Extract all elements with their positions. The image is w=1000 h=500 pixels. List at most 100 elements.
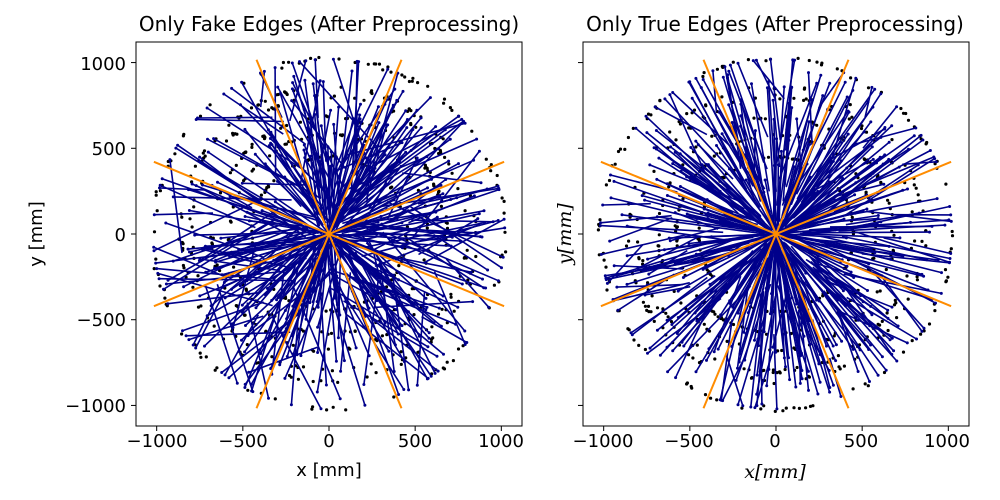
edge-segment: [311, 110, 332, 205]
sector-boundary-line: [153, 160, 505, 308]
edge-endpoint: [880, 355, 884, 359]
edge-endpoint: [800, 377, 804, 381]
hit-point: [242, 179, 246, 183]
hit-point: [154, 257, 158, 261]
hit-point: [910, 339, 914, 343]
hit-point: [848, 103, 852, 107]
edge-endpoint: [834, 359, 838, 363]
edge-endpoint: [155, 267, 159, 271]
edge-segment: [775, 237, 793, 320]
hit-point: [866, 86, 871, 90]
hit-point: [353, 96, 357, 100]
hit-point: [284, 142, 288, 146]
edge-endpoint: [227, 376, 231, 380]
hit-point: [242, 313, 247, 317]
hit-point: [695, 343, 699, 347]
edge-endpoint: [440, 234, 444, 238]
edge-endpoint: [360, 120, 363, 124]
edge-endpoint: [316, 325, 320, 329]
hit-point: [837, 365, 841, 369]
edge-endpoint: [465, 341, 469, 344]
edge-segment: [379, 263, 395, 372]
edge-endpoint: [324, 383, 328, 387]
hit-point: [687, 353, 691, 357]
hit-point: [208, 103, 212, 107]
edge-segment: [883, 237, 951, 255]
hit-point: [742, 367, 746, 371]
edge-segment: [355, 232, 442, 237]
edge-endpoint: [397, 278, 400, 282]
edge-endpoint: [845, 264, 849, 268]
hit-point: [943, 268, 948, 272]
edge-endpoint: [460, 282, 464, 286]
hit-point: [910, 210, 914, 214]
hit-point: [712, 310, 716, 314]
edge-endpoint: [419, 116, 423, 120]
hit-point: [836, 354, 840, 358]
edge-segment: [740, 115, 777, 232]
edge-endpoint: [895, 105, 899, 109]
edge-endpoint: [396, 332, 400, 336]
edge-endpoint: [845, 95, 849, 99]
edge-segment: [338, 235, 398, 260]
edge-endpoint: [303, 78, 307, 82]
edge-segment: [695, 78, 745, 165]
hit-point: [792, 406, 796, 410]
edge-endpoint: [367, 282, 370, 286]
hit-point: [439, 204, 443, 208]
edge-endpoint: [873, 87, 877, 91]
edge-segment: [330, 237, 336, 299]
edge-segment: [335, 70, 353, 216]
hit-point: [452, 309, 456, 313]
edge-segment: [754, 351, 774, 408]
edge-endpoint: [753, 406, 757, 410]
edge-endpoint: [723, 65, 727, 69]
hit-point: [502, 211, 506, 215]
edge-endpoint: [402, 388, 406, 391]
hit-point: [687, 126, 691, 130]
hit-point: [863, 157, 867, 162]
edge-endpoint: [886, 316, 890, 320]
hit-point: [344, 408, 348, 412]
hit-point: [202, 149, 207, 153]
edge-endpoint: [419, 126, 423, 130]
hit-point: [771, 368, 775, 372]
edge-endpoint: [223, 296, 227, 300]
hit-point: [158, 284, 162, 288]
edge-endpoint: [276, 85, 280, 89]
edge-endpoint: [321, 80, 325, 84]
edge-endpoint: [711, 69, 715, 73]
edge-endpoint: [778, 176, 782, 180]
hit-point: [326, 347, 330, 351]
edge-segment: [841, 235, 951, 260]
edge-segment: [695, 262, 762, 373]
edge-endpoint: [479, 181, 483, 185]
hit-point: [657, 233, 661, 237]
edge-segment: [336, 244, 370, 285]
edge-endpoint: [315, 390, 319, 394]
edge-endpoint: [254, 306, 258, 310]
edge-endpoint: [222, 92, 226, 96]
edge-endpoint: [477, 149, 481, 153]
edge-endpoint: [273, 200, 277, 204]
edge-endpoint: [182, 285, 186, 289]
edge-segment: [782, 233, 923, 276]
edge-endpoint: [846, 109, 850, 113]
hit-point: [624, 244, 629, 248]
hit-point: [270, 355, 274, 359]
hit-point: [199, 304, 203, 308]
edge-endpoint: [668, 93, 672, 97]
edge-segment: [711, 233, 773, 238]
edge-endpoint: [400, 324, 404, 328]
hit-point: [679, 301, 683, 305]
hit-point: [249, 106, 254, 110]
edge-segment: [274, 67, 277, 174]
hit-point: [213, 368, 217, 372]
edge-endpoint: [787, 356, 791, 360]
edge-endpoint: [166, 278, 170, 282]
edge-endpoint: [240, 80, 244, 84]
edge-endpoint: [216, 180, 219, 184]
edge-segment: [740, 103, 751, 173]
edge-endpoint: [719, 313, 723, 317]
edge-endpoint: [939, 291, 943, 295]
